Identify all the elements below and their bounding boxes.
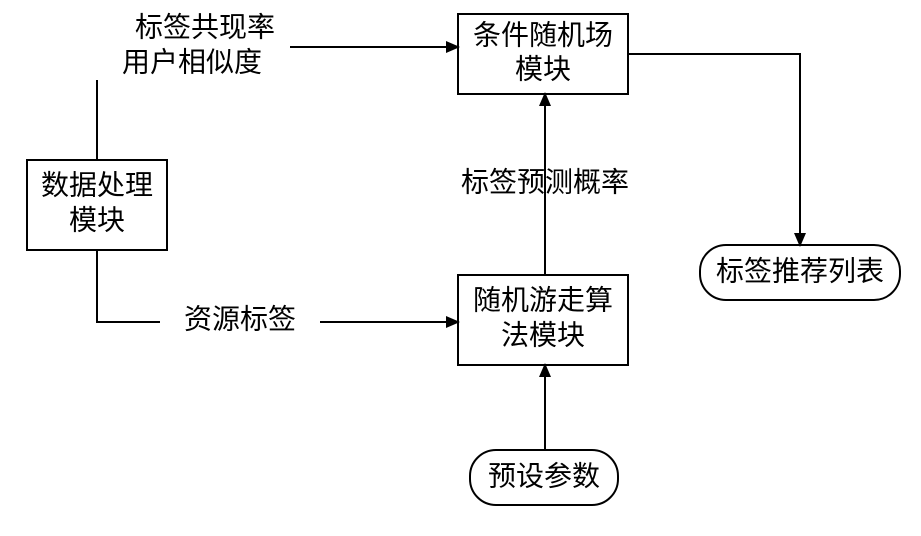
- node-data-processing: 数据处理 模块: [27, 160, 167, 250]
- edge-dp-down-to-resource: [97, 250, 160, 322]
- label-tag-pred-prob: 标签预测概率: [461, 166, 629, 198]
- node-data-processing-line2: 模块: [69, 204, 125, 236]
- node-reclist-label: 标签推荐列表: [716, 255, 884, 287]
- node-preset-label: 预设参数: [488, 460, 600, 492]
- node-preset-params: 预设参数: [470, 450, 618, 505]
- label-cooccurrence: 标签共现率: [135, 11, 275, 43]
- flowchart-canvas: 数据处理 模块 条件随机场 模块 随机游走算 法模块 预设参数 标签推荐列表 标…: [0, 0, 921, 536]
- node-crf-module: 条件随机场 模块: [458, 14, 628, 94]
- node-random-walk: 随机游走算 法模块: [458, 275, 628, 365]
- node-rw-line2: 法模块: [501, 319, 585, 351]
- node-data-processing-line1: 数据处理: [41, 169, 153, 201]
- node-crf-line1: 条件随机场: [473, 19, 613, 51]
- node-rw-line1: 随机游走算: [473, 284, 613, 316]
- node-crf-line2: 模块: [515, 53, 571, 85]
- label-resource-tags: 资源标签: [184, 303, 296, 335]
- edge-crf-to-reclist: [628, 54, 800, 245]
- label-user-similarity: 用户相似度: [122, 46, 262, 78]
- node-tag-rec-list: 标签推荐列表: [700, 245, 900, 300]
